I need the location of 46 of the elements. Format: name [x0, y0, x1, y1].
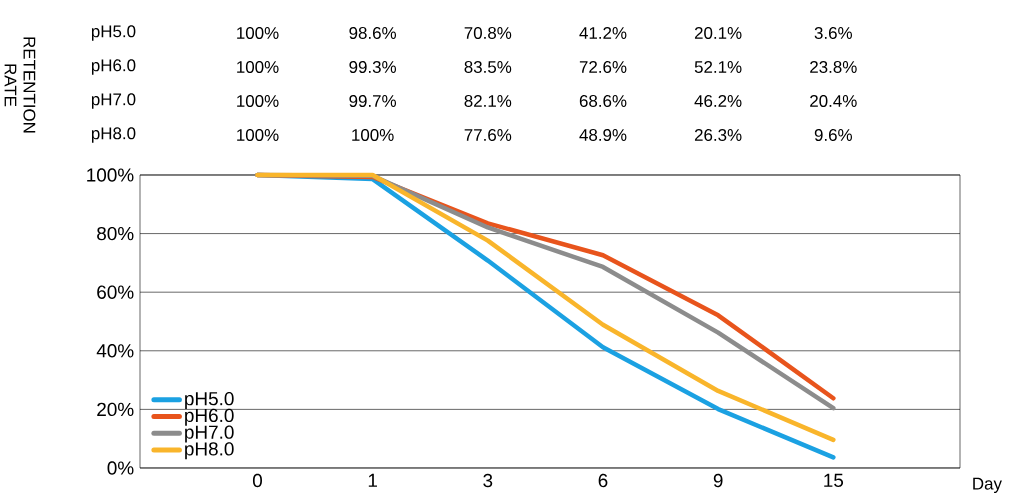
x-tick-label: 3	[483, 473, 493, 488]
data-label: 100%	[352, 128, 394, 141]
data-label: 52.1%	[694, 60, 742, 73]
data-label: 100%	[237, 128, 279, 141]
data-label: 72.6%	[579, 60, 627, 73]
data-label: 99.7%	[349, 94, 397, 107]
data-label: 68.6%	[579, 94, 627, 107]
data-label: 100%	[237, 26, 279, 39]
y-tick-label: 60%	[97, 285, 134, 299]
x-tick-label: 1	[368, 473, 377, 487]
x-tick-label: 0	[252, 473, 262, 488]
x-tick-label: 15	[824, 473, 844, 488]
legend-label: pH8.0	[185, 442, 234, 460]
data-label: 9.6%	[814, 128, 852, 141]
data-label: 20.4%	[810, 94, 857, 107]
y-tick-label: 40%	[96, 344, 134, 358]
data-label: 46.2%	[694, 94, 742, 107]
y-tick-label: 0%	[107, 461, 134, 475]
data-label: 70.8%	[464, 26, 512, 39]
legend-label: pH7.0	[185, 425, 234, 443]
data-label: 82.1%	[464, 94, 512, 107]
data-label: 26.3%	[694, 128, 742, 141]
data-label: 23.8%	[810, 60, 857, 73]
text: pH8.0	[91, 127, 136, 143]
x-tick-label: 6	[598, 473, 608, 488]
x-tick-label: 9	[713, 473, 723, 488]
data-label: 41.2%	[579, 27, 627, 39]
data-label: 99.3%	[349, 60, 397, 73]
x-axis-title: Day	[973, 477, 1002, 493]
data-label: 100%	[237, 94, 279, 107]
text: pH7.0	[91, 93, 136, 109]
data-label: 48.9%	[579, 128, 627, 141]
data-label: 98.6%	[349, 26, 397, 39]
y-axis-title: RETENTION RATE	[4, 37, 36, 133]
y-tick-label: 20%	[97, 402, 134, 417]
data-label: 3.6%	[814, 26, 852, 39]
text: pH6.0	[91, 59, 136, 75]
data-label: 100%	[237, 60, 279, 73]
text: pH5.0	[91, 25, 136, 41]
data-label: 77.6%	[464, 128, 512, 141]
y-tick-label: 100%	[87, 168, 134, 182]
y-tick-label: 80%	[97, 226, 134, 241]
data-label: 20.1%	[694, 26, 742, 39]
data-label: 83.5%	[464, 60, 512, 73]
legend-label: pH5.0	[185, 391, 234, 410]
legend-label: pH6.0	[185, 408, 234, 426]
